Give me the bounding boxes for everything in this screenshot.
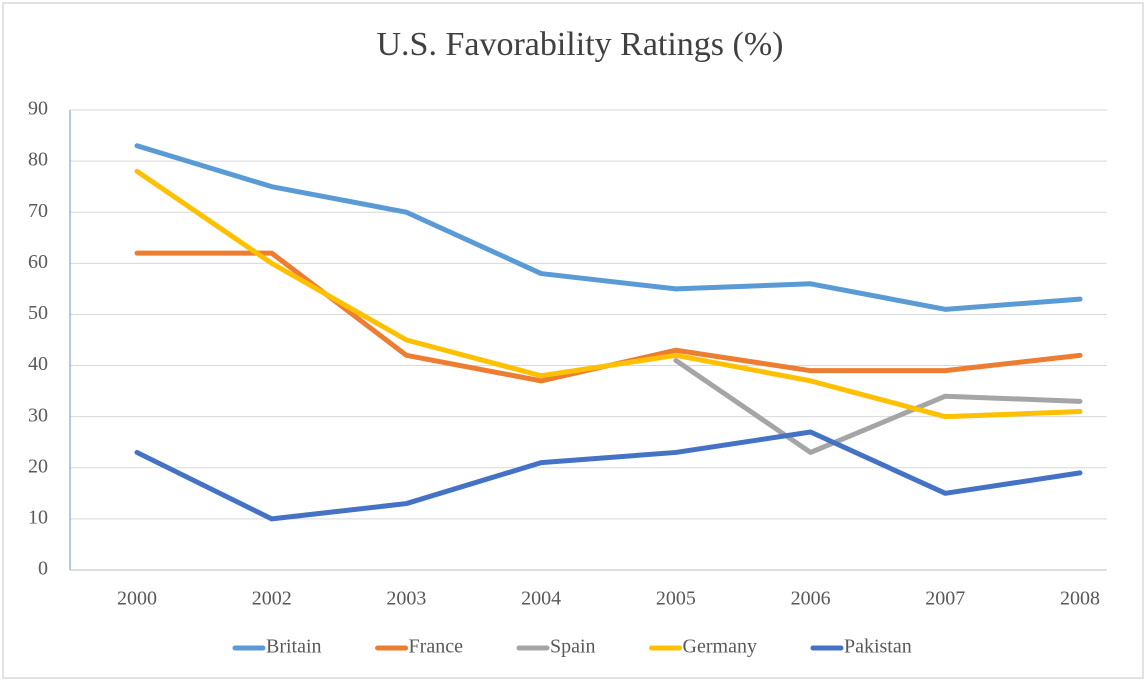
x-tick-label: 2002 (252, 588, 292, 610)
y-tick-label: 60 (28, 251, 48, 273)
x-tick-label: 2005 (656, 588, 696, 610)
x-tick-label: 2006 (791, 588, 831, 610)
y-tick-label: 30 (28, 404, 48, 426)
legend-label: Spain (550, 636, 596, 658)
y-tick-label: 80 (28, 149, 48, 171)
legend-label: Germany (683, 636, 757, 658)
series-line (673, 357, 1083, 455)
x-tick-label: 2008 (1060, 588, 1100, 610)
series-line (134, 168, 1083, 420)
x-tick-label: 2000 (117, 588, 157, 610)
y-tick-label: 40 (28, 353, 48, 375)
x-tick-label: 2007 (925, 588, 965, 610)
y-tick-label: 70 (28, 200, 48, 222)
y-tick-label: 90 (28, 98, 48, 120)
y-tick-label: 0 (38, 558, 48, 580)
x-tick-label: 2003 (386, 588, 426, 610)
x-tick-label: 2004 (521, 588, 561, 610)
y-tick-label: 50 (28, 302, 48, 324)
y-tick-label: 20 (28, 455, 48, 477)
chart-title: U.S. Favorability Ratings (%) (376, 26, 783, 63)
legend-label: France (409, 636, 464, 658)
legend-label: Britain (266, 636, 322, 658)
y-tick-label: 10 (28, 506, 48, 528)
legend-label: Pakistan (844, 636, 912, 658)
series-line (134, 143, 1083, 312)
series-line (134, 429, 1083, 522)
